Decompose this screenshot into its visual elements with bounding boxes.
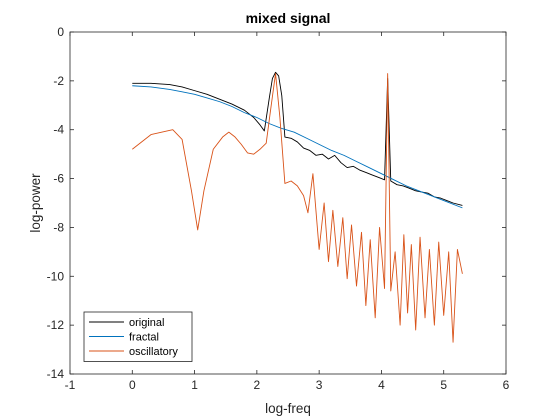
y-axis-label: log-power bbox=[28, 173, 43, 233]
y-tick-label: -10 bbox=[47, 269, 65, 283]
y-tick-label: -6 bbox=[53, 172, 64, 186]
y-tick-label: -2 bbox=[53, 74, 64, 88]
legend: original fractal oscillatory bbox=[83, 311, 193, 362]
x-tick-label: 1 bbox=[191, 378, 198, 392]
x-tick-label: 4 bbox=[378, 378, 385, 392]
legend-label-oscillatory: oscillatory bbox=[129, 346, 178, 358]
y-tick-label: -4 bbox=[53, 123, 64, 137]
series-layer bbox=[132, 71, 463, 343]
y-tick-label: -14 bbox=[47, 367, 65, 381]
x-tick-label: 6 bbox=[503, 378, 510, 392]
x-tick-label: 3 bbox=[316, 378, 323, 392]
y-tick-label: -8 bbox=[53, 220, 64, 234]
x-axis-label: log-freq bbox=[265, 401, 311, 416]
y-tick-label: -12 bbox=[47, 318, 65, 332]
x-tick-label: 2 bbox=[254, 378, 261, 392]
series-line-oscillatory bbox=[132, 73, 463, 343]
legend-label-fractal: fractal bbox=[129, 332, 159, 344]
legend-label-original: original bbox=[129, 317, 164, 329]
chart-title: mixed signal bbox=[246, 10, 331, 26]
series-line-fractal bbox=[132, 85, 463, 209]
axes-box bbox=[69, 31, 507, 375]
x-tick-label: -1 bbox=[65, 378, 76, 392]
x-tick-label: 0 bbox=[129, 378, 136, 392]
series-line-original bbox=[132, 71, 463, 206]
y-tick-label: 0 bbox=[57, 25, 64, 39]
axes-layer: -1 0 1 2 3 4 5 6-14-12-10-8-6-4-20 bbox=[47, 25, 510, 392]
x-tick-label: 5 bbox=[440, 378, 447, 392]
